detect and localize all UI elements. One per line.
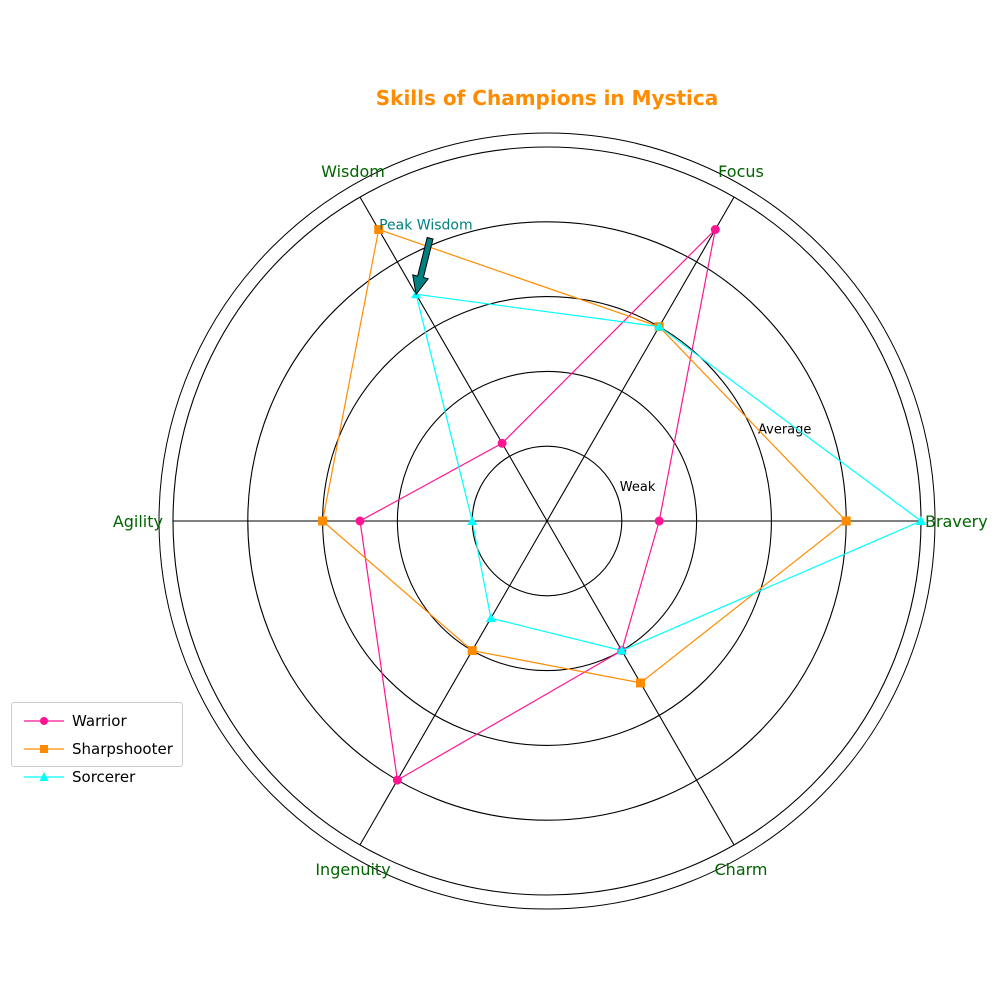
radar-grid: Weak Average — [158, 132, 936, 910]
legend-label-warrior: Warrior — [72, 712, 127, 730]
legend-label-sharpshooter: Sharpshooter — [72, 740, 173, 758]
marker-sorcerer-bravery — [916, 516, 926, 525]
annotation-layer: Peak Wisdom — [379, 217, 473, 296]
axis-label-focus: Focus — [718, 162, 764, 181]
axis-label-charm: Charm — [715, 860, 768, 879]
legend-swatch-sorcerer — [24, 772, 64, 781]
chart-title: Skills of Champions in Mystica — [376, 86, 718, 110]
marker-sorcerer-agility — [467, 516, 478, 525]
marker-sorcerer-focus — [654, 321, 665, 331]
polar-frame — [158, 132, 936, 910]
axis-label-bravery: Bravery — [925, 512, 988, 531]
spoke-focus — [546, 196, 735, 522]
marker-warrior-ingenuity — [392, 775, 402, 785]
legend-item-sharpshooter: Sharpshooter — [12, 735, 182, 763]
axis-label-ingenuity: Ingenuity — [315, 860, 390, 879]
marker-sorcerer-ingenuity — [485, 613, 496, 623]
axis-label-wisdom: Wisdom — [321, 162, 385, 181]
annotation-text: Peak Wisdom — [379, 217, 473, 233]
legend-item-warrior: Warrior — [12, 707, 182, 735]
legend-swatch-sharpshooter — [24, 745, 64, 753]
legend: Warrior Sharpshooter Sorcerer — [11, 702, 183, 786]
marker-sorcerer-charm — [616, 645, 627, 655]
legend-swatch-warrior — [24, 717, 64, 725]
axis-labels: Bravery Focus Wisdom Agility Ingenuity Charm — [113, 162, 988, 879]
marker-warrior-agility — [355, 516, 365, 526]
marker-sharpshooter-charm — [636, 678, 645, 688]
marker-sharpshooter-ingenuity — [467, 646, 477, 656]
marker-sharpshooter-wisdom — [374, 224, 384, 234]
series-layer — [318, 224, 926, 785]
spoke-wisdom — [359, 196, 548, 522]
marker-sharpshooter-agility — [318, 516, 328, 526]
spoke-ingenuity — [359, 520, 548, 846]
marker-sharpshooter-bravery — [841, 516, 851, 526]
annotation-arrow — [412, 236, 434, 296]
rtick-label-average: Average — [758, 423, 811, 438]
legend-item-sorcerer: Sorcerer — [12, 763, 182, 791]
marker-warrior-wisdom — [497, 438, 507, 448]
marker-warrior-bravery — [654, 516, 664, 526]
axis-label-agility: Agility — [113, 512, 163, 531]
marker-warrior-focus — [710, 224, 720, 234]
legend-label-sorcerer: Sorcerer — [72, 768, 136, 786]
rtick-label-weak: Weak — [620, 480, 656, 495]
